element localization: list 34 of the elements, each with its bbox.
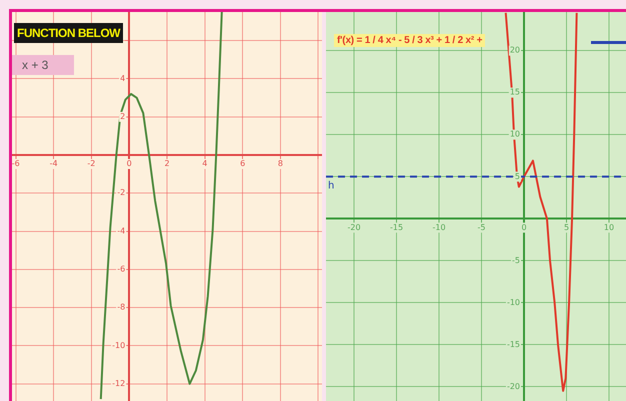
y-tick-label: 2 [120, 112, 126, 121]
x-tick-label: -15 [390, 222, 404, 232]
x-tick-label: 2 [164, 159, 170, 168]
y-tick-label: 4 [120, 74, 126, 83]
annotation: f'(x) = 1 / 4 x⁴ - 5 / 3 x³ + 1 / 2 x² + [334, 34, 486, 47]
x-tick-label: -2 [87, 159, 96, 168]
x-tick-label: -5 [478, 222, 486, 232]
y-tick-label: 20 [510, 46, 520, 55]
y-tick-label: 5 [514, 172, 520, 181]
y-tick-label: -15 [506, 340, 520, 349]
y-tick-label: -20 [506, 382, 520, 391]
x-tick-label: -20 [348, 222, 361, 232]
y-tick-label: -12 [112, 378, 126, 388]
x-tick-label: 10 [604, 222, 614, 232]
x-tick-label: -6 [12, 159, 20, 168]
annotation: FUNCTION BELOW [14, 23, 123, 43]
y-tick-label: -6 [117, 264, 126, 274]
annotation: x + 3 [12, 55, 74, 75]
x-tick-label: -10 [432, 222, 446, 232]
y-tick-label: -2 [117, 188, 126, 198]
x-tick-label: 4 [202, 159, 208, 168]
ref-line-label: h [328, 180, 334, 192]
y-tick-label: -10 [112, 340, 126, 350]
y-tick-label: 15 [510, 88, 520, 97]
y-tick-label: -10 [506, 298, 520, 307]
y-tick-label: 10 [510, 130, 520, 139]
x-tick-label: -4 [50, 159, 58, 168]
y-tick-label: -8 [117, 302, 126, 312]
x-tick-label: 0 [126, 159, 132, 168]
x-tick-label: 5 [564, 222, 570, 232]
x-tick-label: 0 [521, 222, 527, 232]
y-tick-label: -5 [512, 256, 520, 265]
x-tick-label: 8 [278, 159, 283, 168]
x-tick-label: 6 [240, 159, 246, 168]
